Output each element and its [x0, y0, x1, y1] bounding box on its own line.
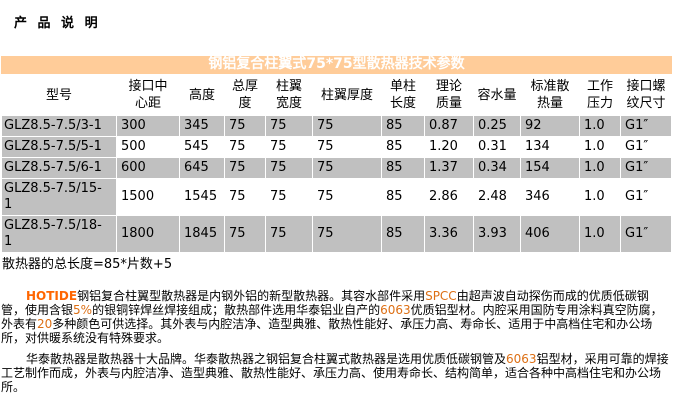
- value-cell: 406: [521, 216, 579, 252]
- col-header-center-distance: 接口中 心距: [117, 75, 179, 115]
- keyword-link[interactable]: 5%: [73, 303, 93, 317]
- product-description-page: 产 品 说 明 钢铝复合柱翼式75*75型散热器技术参数 型号 接口中 心距 高…: [0, 12, 673, 394]
- value-cell: 75: [266, 116, 312, 136]
- value-cell: 75: [225, 179, 265, 215]
- brand-keyword-link[interactable]: HOTIDE: [26, 289, 78, 303]
- value-cell: 1.0: [580, 216, 620, 252]
- value-cell: 75: [225, 216, 265, 252]
- value-cell: 75: [266, 216, 312, 252]
- value-cell: G1″: [621, 216, 671, 252]
- model-cell: GLZ8.5-7.5/5-1: [2, 137, 116, 157]
- value-cell: G1″: [621, 179, 671, 215]
- value-cell: 154: [521, 158, 579, 178]
- col-header-model: 型号: [2, 75, 116, 115]
- paragraph-1: HOTIDE钢铝复合柱翼型散热器是内钢外铝的新型散热器。其容水部件采用SPCC由…: [1, 289, 672, 345]
- value-cell: 92: [521, 116, 579, 136]
- value-cell: 0.25: [474, 116, 520, 136]
- value-cell: 1.0: [580, 137, 620, 157]
- value-cell: 75: [313, 158, 381, 178]
- value-cell: 75: [313, 179, 381, 215]
- value-cell: 345: [180, 116, 224, 136]
- table-row: GLZ8.5-7.5/18- 1 1800 1845 75 75 75 85 3.36 3.93…: [2, 216, 671, 252]
- text-segment: 多种颜色可供选择。其外表与内腔洁净、造型典雅、散热性能好、承压力高、寿命长、适用…: [1, 317, 653, 345]
- value-cell: 346: [521, 179, 579, 215]
- value-cell: 1545: [180, 179, 224, 215]
- spec-table-body: GLZ8.5-7.5/3-1 300 345 75 75 75 85 0.87 0.25 92 1.…: [2, 116, 671, 252]
- table-row: GLZ8.5-7.5/15- 1 1500 1545 75 75 75 85 2.86 2.48…: [2, 179, 671, 215]
- value-cell: 1845: [180, 216, 224, 252]
- table-row: GLZ8.5-7.5/3-1 300 345 75 75 75 85 0.87 0.25 92 1.…: [2, 116, 671, 136]
- col-header-total-thickness: 总厚 度: [225, 75, 265, 115]
- value-cell: 85: [382, 216, 424, 252]
- col-header-working-pressure: 工作 压力: [580, 75, 620, 115]
- value-cell: 1.0: [580, 158, 620, 178]
- model-cell: GLZ8.5-7.5/3-1: [2, 116, 116, 136]
- col-header-wing-thickness: 柱翼厚度: [313, 75, 381, 115]
- value-cell: G1″: [621, 137, 671, 157]
- col-header-theoretical-mass: 理论 质量: [425, 75, 473, 115]
- value-cell: 75: [266, 158, 312, 178]
- value-cell: 600: [117, 158, 179, 178]
- value-cell: 3.36: [425, 216, 473, 252]
- value-cell: 0.87: [425, 116, 473, 136]
- page-title: 产 品 说 明: [14, 16, 101, 31]
- model-cell: GLZ8.5-7.5/15- 1: [2, 179, 116, 215]
- model-cell: GLZ8.5-7.5/18- 1: [2, 216, 116, 252]
- value-cell: 134: [521, 137, 579, 157]
- col-header-heat-output: 标准散 热量: [521, 75, 579, 115]
- value-cell: 75: [313, 137, 381, 157]
- model-cell: GLZ8.5-7.5/6-1: [2, 158, 116, 178]
- table-row: GLZ8.5-7.5/6-1 600 645 75 75 75 85 1.37 0.34 154 1…: [2, 158, 671, 178]
- value-cell: 0.31: [474, 137, 520, 157]
- value-cell: 75: [313, 116, 381, 136]
- keyword-link[interactable]: 20: [37, 317, 53, 331]
- value-cell: 75: [225, 116, 265, 136]
- value-cell: 500: [117, 137, 179, 157]
- paragraph-2: 华泰散热器是散热器十大品牌。华泰散热器之钢铝复合柱翼式散热器是选用优质低碳钢管及…: [1, 352, 672, 394]
- value-cell: 1.0: [580, 179, 620, 215]
- table-caption-banner: 钢铝复合柱翼式75*75型散热器技术参数: [1, 56, 672, 74]
- text-segment: 华泰散热器是散热器十大品牌。华泰散热器之钢铝复合柱翼式散热器是选用优质低碳钢管及: [26, 352, 507, 366]
- table-note: 散热器的总长度=85*片数+5: [2, 257, 173, 272]
- value-cell: 1.20: [425, 137, 473, 157]
- table-row: GLZ8.5-7.5/5-1 500 545 75 75 75 85 1.20 0.31 134 1…: [2, 137, 671, 157]
- value-cell: G1″: [621, 158, 671, 178]
- spec-table: 型号 接口中 心距 高度 总厚 度 柱翼 宽度 柱翼厚度 单柱 长度 理论 质量…: [1, 74, 672, 253]
- value-cell: 85: [382, 179, 424, 215]
- value-cell: 300: [117, 116, 179, 136]
- text-segment: 的银铜锌焊丝焊接组成；散热部件选用华泰铝业自产的: [92, 303, 381, 317]
- text-segment: 钢铝复合柱翼型散热器是内钢外铝的新型散热器。其容水部件采用: [77, 289, 426, 303]
- text-segment: 由超声波自动探伤而成的优质低碳钢管，使用含银: [1, 289, 649, 317]
- value-cell: 645: [180, 158, 224, 178]
- value-cell: 75: [266, 137, 312, 157]
- keyword-link[interactable]: SPCC: [425, 289, 457, 303]
- value-cell: 75: [313, 216, 381, 252]
- value-cell: 1800: [117, 216, 179, 252]
- value-cell: 1.37: [425, 158, 473, 178]
- col-header-wing-width: 柱翼 宽度: [266, 75, 312, 115]
- text-segment: 铝型材，采用可靠的焊接工艺制作而成，外表与内腔洁净、造型典雅、散热性能好、承压力…: [1, 352, 669, 394]
- value-cell: 2.48: [474, 179, 520, 215]
- value-cell: 85: [382, 158, 424, 178]
- value-cell: 545: [180, 137, 224, 157]
- value-cell: 75: [266, 179, 312, 215]
- value-cell: 2.86: [425, 179, 473, 215]
- keyword-link[interactable]: 6063: [380, 303, 411, 317]
- value-cell: G1″: [621, 116, 671, 136]
- value-cell: 3.93: [474, 216, 520, 252]
- value-cell: 1500: [117, 179, 179, 215]
- col-header-thread-size: 接口螺 纹尺寸: [621, 75, 671, 115]
- col-header-height: 高度: [180, 75, 224, 115]
- value-cell: 75: [225, 158, 265, 178]
- text-segment: 优质铝型材。内腔采用国防专用涂料真空防腐，外表有: [1, 303, 663, 331]
- value-cell: 1.0: [580, 116, 620, 136]
- col-header-water-capacity: 容水量: [474, 75, 520, 115]
- value-cell: 0.34: [474, 158, 520, 178]
- value-cell: 75: [225, 137, 265, 157]
- keyword-link[interactable]: 6063: [506, 352, 537, 366]
- value-cell: 85: [382, 116, 424, 136]
- header-row: 型号 接口中 心距 高度 总厚 度 柱翼 宽度 柱翼厚度 单柱 长度 理论 质量…: [2, 75, 671, 115]
- col-header-column-length: 单柱 长度: [382, 75, 424, 115]
- value-cell: 85: [382, 137, 424, 157]
